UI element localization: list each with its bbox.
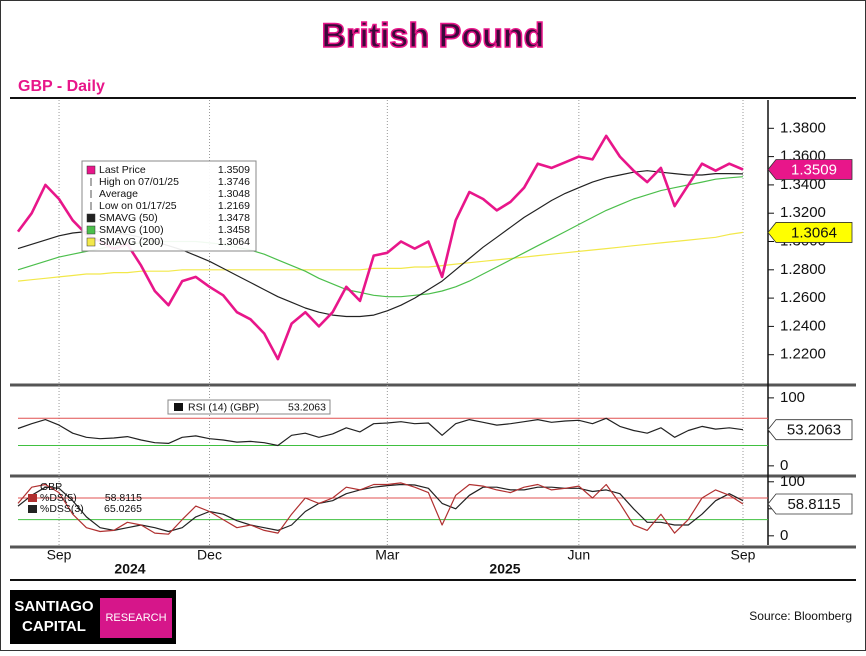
- x-tick-label: Sep: [47, 547, 72, 563]
- y-tick-label: 1.2400: [780, 317, 826, 334]
- value-tag: [767, 419, 853, 441]
- year-label: 2024: [114, 561, 145, 577]
- subtitle: GBP - Daily: [18, 78, 105, 95]
- legend-label: Average: [99, 188, 138, 200]
- y-tick-label: 1.2800: [780, 261, 826, 278]
- y-tick-label: 1.3800: [780, 119, 826, 136]
- legend-label: High on 07/01/25: [99, 176, 179, 188]
- legend-value: 1.2169: [218, 200, 250, 212]
- value-tag-text: 53.2063: [787, 422, 841, 439]
- title: British Pound: [322, 17, 545, 55]
- x-tick-label: Dec: [197, 547, 222, 563]
- legend-label: %DSS(3): [40, 503, 84, 515]
- y-tick-label: 1.2200: [780, 346, 826, 363]
- value-tag: [767, 493, 853, 515]
- legend-value: 1.3064: [218, 236, 250, 248]
- legend-box: [167, 399, 331, 415]
- legend-label: Low on 01/17/25: [99, 200, 177, 212]
- logo-badge: [100, 598, 172, 638]
- legend-swatch: [28, 505, 37, 513]
- legend-swatch: [86, 213, 96, 223]
- value-tag-text: 1.3064: [791, 224, 837, 241]
- x-tick-label: Jun: [568, 547, 591, 563]
- value-tag: [767, 222, 853, 243]
- y-tick-label: 0: [780, 527, 788, 544]
- x-tick-label: Sep: [731, 547, 756, 563]
- legend-value: 1.3478: [218, 212, 250, 224]
- legend-label: SMAVG (50): [99, 212, 158, 224]
- y-tick-label: 1.3400: [780, 176, 826, 193]
- legend-swatch: [86, 165, 96, 175]
- legend-value: 1.3048: [218, 188, 250, 200]
- x-tick-label: Mar: [375, 547, 399, 563]
- legend-value: 1.3746: [218, 176, 250, 188]
- value-tag: [767, 159, 853, 180]
- panel: [18, 478, 768, 545]
- legend-label: RSI (14) (GBP): [188, 401, 259, 413]
- legend-label: Last Price: [99, 164, 146, 176]
- y-tick-label: 100: [780, 473, 805, 490]
- series-line: [17, 482, 744, 535]
- legend-value: 1.3458: [218, 224, 250, 236]
- legend-swatch: [28, 494, 37, 502]
- legend-label: %DS(5): [40, 492, 77, 504]
- logo-badge-text: RESEARCH: [105, 612, 166, 624]
- value-tag-text: 58.8115: [787, 496, 840, 513]
- source: Source: Bloomberg: [749, 609, 852, 623]
- y-tick-label: 100: [780, 389, 805, 406]
- y-tick-label: 1.2600: [780, 289, 826, 306]
- legend-value: 58.8115: [105, 492, 142, 504]
- legend-swatch: [86, 237, 96, 247]
- series-line: [17, 417, 744, 447]
- panel: [18, 387, 768, 474]
- legend-title: GBP: [40, 481, 62, 493]
- y-tick-label: 1.3200: [780, 204, 826, 221]
- legend-swatch: [86, 225, 96, 235]
- legend-value: 65.0265: [104, 503, 142, 515]
- legend-label: SMAVG (200): [99, 236, 164, 248]
- legend-swatch: [174, 403, 183, 411]
- legend-box: [81, 160, 257, 252]
- logo-line1: SANTIAGO: [14, 598, 94, 615]
- series-line: [16, 134, 744, 361]
- legend-value: 1.3509: [218, 164, 250, 176]
- year-label: 2025: [489, 561, 520, 577]
- series-line: [17, 483, 744, 533]
- value-tag-text: 1.3509: [791, 161, 837, 178]
- y-tick-label: 0: [780, 457, 788, 474]
- series-line: [17, 231, 744, 282]
- logo-line2: CAPITAL: [22, 618, 86, 635]
- legend-value: 53.2063: [288, 401, 326, 413]
- legend-label: SMAVG (100): [99, 224, 164, 236]
